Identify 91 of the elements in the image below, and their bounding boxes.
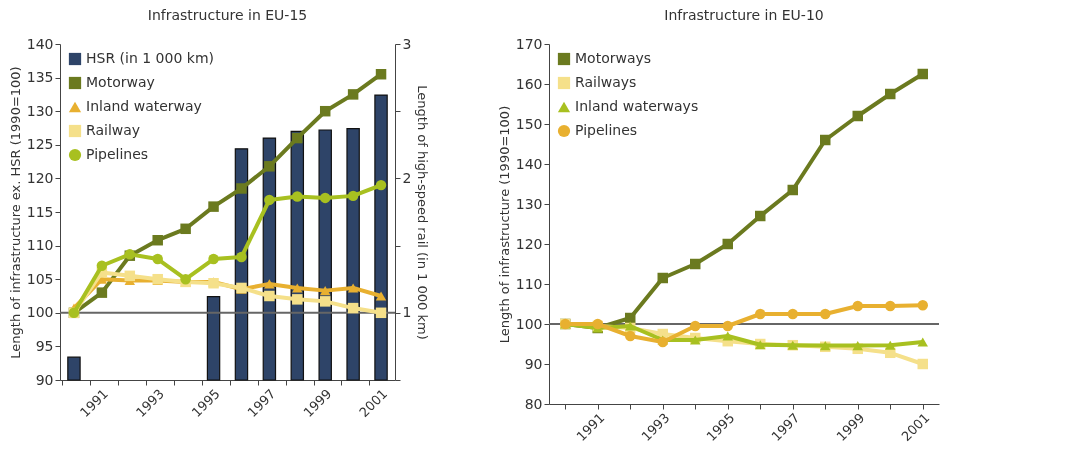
- point: [347, 89, 359, 100]
- y-tick-label: 120: [26, 169, 54, 186]
- legend-label: Inland waterway: [86, 98, 202, 114]
- point: [264, 161, 275, 172]
- point: [152, 234, 163, 246]
- point: [885, 300, 896, 312]
- point: [755, 210, 766, 222]
- point: [917, 68, 928, 80]
- point: [852, 110, 863, 122]
- point: [319, 286, 331, 296]
- legend-label: Railways: [575, 74, 637, 90]
- point: [722, 320, 733, 332]
- chart-title: Infrastructure in EU-15: [147, 7, 308, 23]
- point: [852, 341, 863, 351]
- y-axis-title: Length of infrastructure ex. HSR (1990=100): [7, 66, 23, 359]
- point: [722, 331, 733, 341]
- point: [236, 251, 247, 263]
- legend-label: Pipelines: [86, 146, 149, 162]
- point: [787, 308, 798, 320]
- point: [917, 337, 928, 347]
- point: [236, 183, 247, 194]
- legend-label: HSR (in 1 000 km): [86, 50, 215, 66]
- point: [124, 270, 136, 282]
- point: [96, 260, 108, 271]
- legend-label: Pipelines: [575, 122, 638, 138]
- point: [375, 179, 387, 191]
- point: [885, 88, 896, 100]
- y-tick-label: 100: [515, 315, 543, 332]
- point: [820, 308, 831, 320]
- point: [722, 238, 733, 250]
- point: [917, 299, 928, 311]
- y-tick-label: 170: [515, 35, 543, 52]
- point: [347, 302, 359, 314]
- y-tick-label: 130: [26, 102, 54, 119]
- point: [375, 307, 387, 319]
- y-tick-label: 100: [26, 304, 54, 321]
- y2-tick-label: 3: [402, 35, 412, 52]
- point: [319, 105, 331, 117]
- point: [292, 283, 303, 293]
- y-tick-label: 115: [26, 203, 54, 220]
- y-tick-label: 140: [26, 35, 54, 52]
- point: [319, 192, 331, 204]
- point: [208, 253, 219, 265]
- point: [690, 320, 701, 332]
- point: [347, 190, 359, 202]
- legend-label: Motorways: [575, 50, 652, 66]
- y-tick-label: 130: [515, 195, 543, 212]
- point: [690, 258, 701, 270]
- point: [208, 201, 219, 212]
- y-tick-label: 150: [515, 115, 543, 132]
- point: [319, 296, 331, 307]
- y-tick-label: 80: [524, 395, 543, 412]
- legend-label: Motorway: [86, 74, 155, 90]
- point: [625, 312, 636, 324]
- point: [625, 330, 636, 342]
- point: [885, 340, 896, 350]
- point: [264, 290, 275, 302]
- point: [180, 223, 191, 235]
- point: [375, 69, 387, 80]
- point: [152, 253, 163, 265]
- y-axis-title: Length of infrastructure (1990=100): [496, 105, 512, 344]
- point: [755, 308, 766, 320]
- y-tick-label: 95: [35, 337, 54, 354]
- point: [96, 287, 108, 298]
- y-tick-label: 125: [26, 136, 54, 153]
- y2-axis-title: Length of high-speed rail (in 1 000 km): [415, 85, 431, 340]
- y-tick-label: 105: [26, 270, 54, 287]
- y-tick-label: 135: [26, 69, 54, 86]
- legend-label: Inland waterways: [575, 98, 699, 114]
- point: [820, 134, 831, 146]
- point: [787, 184, 798, 196]
- point: [292, 132, 303, 144]
- point: [917, 358, 928, 370]
- y-tick-label: 110: [26, 237, 54, 254]
- y-tick-label: 120: [515, 235, 543, 252]
- y2-tick-label: 2: [402, 169, 412, 186]
- y2-tick-label: 1: [402, 304, 412, 321]
- point: [657, 272, 668, 284]
- y-tick-label: 90: [524, 355, 543, 372]
- chart-title: Infrastructure in EU-10: [664, 7, 824, 23]
- y-tick-label: 160: [515, 75, 543, 92]
- point: [852, 300, 863, 312]
- y-tick-label: 90: [35, 371, 54, 388]
- point: [292, 191, 303, 202]
- legend-label: Railway: [86, 122, 141, 138]
- point: [375, 291, 387, 301]
- point: [347, 283, 359, 293]
- point: [292, 294, 303, 305]
- y-tick-label: 140: [515, 155, 543, 172]
- y-tick-label: 110: [515, 275, 543, 292]
- point: [264, 194, 275, 206]
